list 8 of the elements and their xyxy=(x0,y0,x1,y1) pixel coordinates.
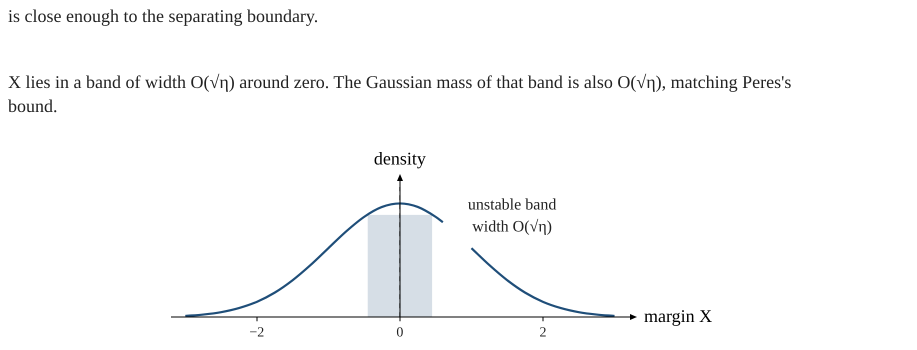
text: X lies in a band of width O(√η) around zero. The Gaussian mass of that band is also O(√η), matching Peres's bound. xyxy=(8,71,792,118)
band-label: unstable band width O(√η) xyxy=(468,196,556,236)
x-tick-label: 0 xyxy=(396,325,404,340)
y-axis-title: density xyxy=(374,148,426,169)
text: is close enough to the separating boundary. xyxy=(8,5,318,28)
x-axis-title: margin X xyxy=(644,306,712,326)
x-tick-label: 2 xyxy=(540,325,546,340)
x-tick-label: −2 xyxy=(249,325,264,340)
